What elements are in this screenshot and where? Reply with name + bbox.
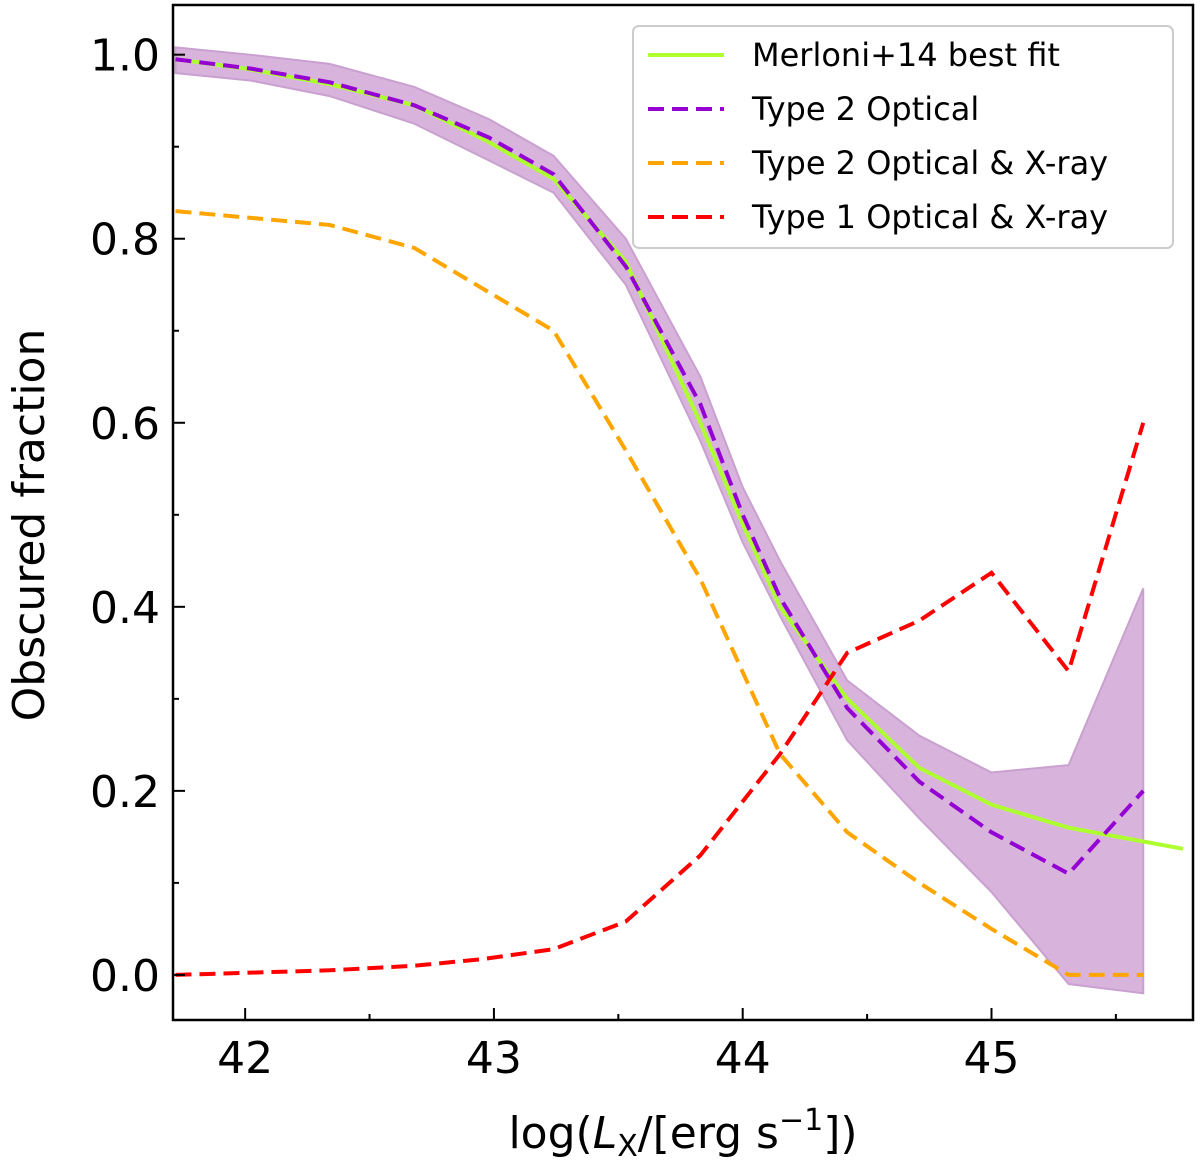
y-axis-label: Obscured fraction: [4, 329, 55, 722]
series-layer: [175, 57, 1184, 977]
y-tick-label: 0.4: [90, 583, 160, 634]
x-tick-label: 44: [715, 1033, 771, 1084]
legend-label: Type 2 Optical: [751, 90, 979, 128]
confidence-band-layer: [174, 46, 1145, 995]
series-line-type-1-optical-x-ray: [175, 422, 1146, 977]
y-tick-label: 0.0: [90, 951, 160, 1002]
y-tick-label: 1.0: [90, 31, 160, 82]
legend-box: [632, 25, 1174, 249]
plot-frame: [171, 3, 1195, 1022]
x-tick-label: 42: [217, 1033, 273, 1084]
series-line-type-2-optical-x-ray: [175, 209, 1144, 977]
y-tick-label: 0.2: [90, 767, 160, 818]
x-tick-label: 45: [963, 1033, 1019, 1084]
x-tick-label: 43: [466, 1033, 522, 1084]
y-tick-label: 0.6: [90, 399, 160, 450]
series-line-type-2-optical: [175, 57, 1145, 877]
x-axis-label: log(LX/[erg s−1]): [508, 1103, 857, 1163]
y-tick-label: 0.8: [90, 215, 160, 266]
legend-label: Type 2 Optical & X-ray: [751, 144, 1108, 182]
tick-layer: 42 43 44 45 0.0 0.2 0.4 0.6 0.8 1.0: [90, 31, 1117, 1084]
legend: Merloni+14 best fit Type 2 Optical Type 2 …: [632, 25, 1174, 249]
legend-label: Type 1 Optical & X-ray: [751, 198, 1108, 236]
confidence-band: [174, 46, 1145, 995]
legend-label: Merloni+14 best fit: [752, 36, 1060, 74]
